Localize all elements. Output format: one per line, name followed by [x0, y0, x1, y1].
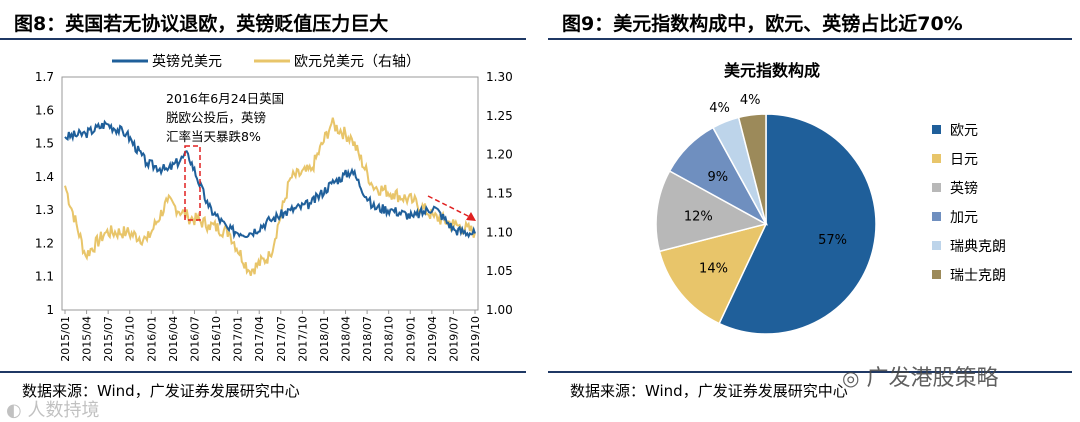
x-tick-label: 2019/10: [469, 316, 482, 362]
x-tick-label: 2015/01: [59, 316, 72, 362]
legend-swatch-3: [932, 183, 941, 192]
legend-eur-label: 欧元兑美元（右轴）: [294, 54, 420, 70]
y-right-tick-label: 1.20: [486, 148, 513, 162]
x-tick-label: 2019/07: [447, 316, 460, 362]
left-chart-title: 图8：英国若无协议退欧，英镑贬值压力巨大: [14, 13, 389, 35]
trend-arrow-line: [427, 195, 475, 220]
x-tick-label: 2016/01: [145, 316, 158, 362]
eurusd-series-line: [64, 117, 476, 276]
pie-slice-3: [655, 169, 769, 253]
x-tick-label: 2018/04: [340, 316, 353, 362]
wechat-watermark-text: 广发港股策略: [866, 366, 999, 391]
y-left-tick-label: 1.1: [35, 270, 54, 284]
pie-slice-1: [718, 113, 877, 335]
x-tick-label: 2017/10: [296, 316, 309, 362]
y-right-tick-label: 1.15: [486, 187, 513, 201]
x-tick-label: 2017/07: [275, 316, 288, 362]
wechat-icon: ◎: [842, 366, 860, 390]
legend-swatch-4: [932, 212, 941, 221]
pie-title: 美元指数构成: [724, 61, 820, 80]
right-chart-panel: 图9：美元指数构成中，欧元、英镑占比近70% 美元指数构成 57% 14% 12% 9%…: [548, 0, 1080, 421]
x-tick-label: 2018/01: [318, 316, 331, 362]
x-tick-label: 2015/07: [102, 316, 115, 362]
legend-swatch-2: [932, 154, 941, 163]
legend-gbp-label: 英镑兑美元: [152, 53, 222, 70]
pie-slice-2: [658, 222, 768, 325]
legend-swatch-1: [932, 125, 941, 134]
annotation-text-line: 2016年6月24日英国: [166, 91, 284, 106]
x-tick-label: 2017/04: [253, 316, 266, 362]
left-source-note: 数据来源：Wind，广发证券发展研究中心: [22, 382, 300, 400]
bottom-left-watermark-text: 人数持境: [27, 400, 100, 421]
x-tick-label: 2018/10: [383, 316, 396, 362]
y-left-tick-label: 1.2: [35, 236, 54, 250]
left-chart-panel: 图8：英国若无协议退欧，英镑贬值压力巨大 1 1.1 1.2 1.3 1.4 1.5 1.6…: [0, 0, 540, 421]
right-bottom-rule: [548, 371, 1072, 373]
right-chart-title: 图9：美元指数构成中，欧元、英镑占比近70%: [562, 13, 963, 35]
pie-value-label: 9%: [707, 170, 728, 185]
y-right-tick-label: 1.10: [486, 225, 513, 239]
right-top-rule: [548, 38, 1072, 40]
wechat-watermark: ◎ 广发港股策略: [842, 360, 998, 392]
brexit-highlight-box: [184, 145, 201, 221]
y-left-tick-label: 1.6: [35, 103, 54, 117]
y-left-tick-label: 1.7: [35, 70, 54, 84]
plot-frame: [61, 76, 479, 311]
y-right-tick-label: 1.25: [486, 109, 513, 123]
legend-swatch-6: [932, 270, 941, 279]
y-left-tick-label: 1.4: [35, 170, 54, 184]
pie-value-label: 14%: [699, 262, 728, 277]
legend-label-1: 欧元: [950, 123, 978, 139]
annotation-text-line: 汇率当天暴跌8%: [166, 129, 261, 144]
right-source-note: 数据来源：Wind，广发证券发展研究中心: [570, 382, 848, 400]
x-tick-label: 2019/04: [426, 316, 439, 362]
pie-slice-6: [737, 113, 767, 225]
legend-label-2: 日元: [950, 152, 978, 168]
bottom-left-watermark: ◐ 人数持境: [6, 396, 99, 422]
x-tick-label: 2018/07: [361, 316, 374, 362]
legend-swatch-5: [932, 241, 941, 250]
left-top-rule: [0, 38, 526, 40]
y-left-tick-label: 1.5: [35, 137, 54, 151]
x-tick-label: 2019/01: [404, 316, 417, 362]
y-left-tick-label: 1.3: [35, 203, 54, 217]
pie-value-label: 57%: [818, 233, 847, 248]
left-bottom-rule: [0, 371, 526, 373]
trend-arrow-head: [466, 212, 476, 221]
annotation-text-line: 脱欧公投后，英镑: [166, 110, 266, 125]
legend-label-6: 瑞士克朗: [950, 268, 1006, 284]
y-right-tick-label: 1.30: [486, 70, 513, 84]
y-left-tick-label: 1: [46, 303, 54, 317]
x-tick-label: 2017/01: [232, 316, 245, 362]
gbpusd-series-line: [64, 119, 476, 240]
pie-value-label: 4%: [709, 101, 730, 116]
x-tick-label: 2015/04: [81, 316, 94, 362]
x-tick-label: 2016/10: [210, 316, 223, 362]
y-right-tick-label: 1.05: [486, 264, 513, 278]
x-tick-label: 2016/04: [167, 316, 180, 362]
y-right-tick-label: 1.00: [486, 303, 513, 317]
line-chart: 1 1.1 1.2 1.3 1.4 1.5 1.6 1.7 1.00 1.05 1.10 1.15 1.…: [35, 53, 513, 362]
legend-label-5: 瑞典克朗: [950, 239, 1006, 255]
watermark-logo-icon: ◐: [6, 400, 22, 421]
x-tick-label: 2015/10: [124, 316, 137, 362]
x-tick-label: 2016/07: [188, 316, 201, 362]
pie-value-label: 12%: [684, 210, 713, 225]
legend-label-3: 英镑: [950, 180, 978, 197]
pie-value-label: 4%: [740, 93, 761, 108]
legend-label-4: 加元: [950, 210, 978, 226]
